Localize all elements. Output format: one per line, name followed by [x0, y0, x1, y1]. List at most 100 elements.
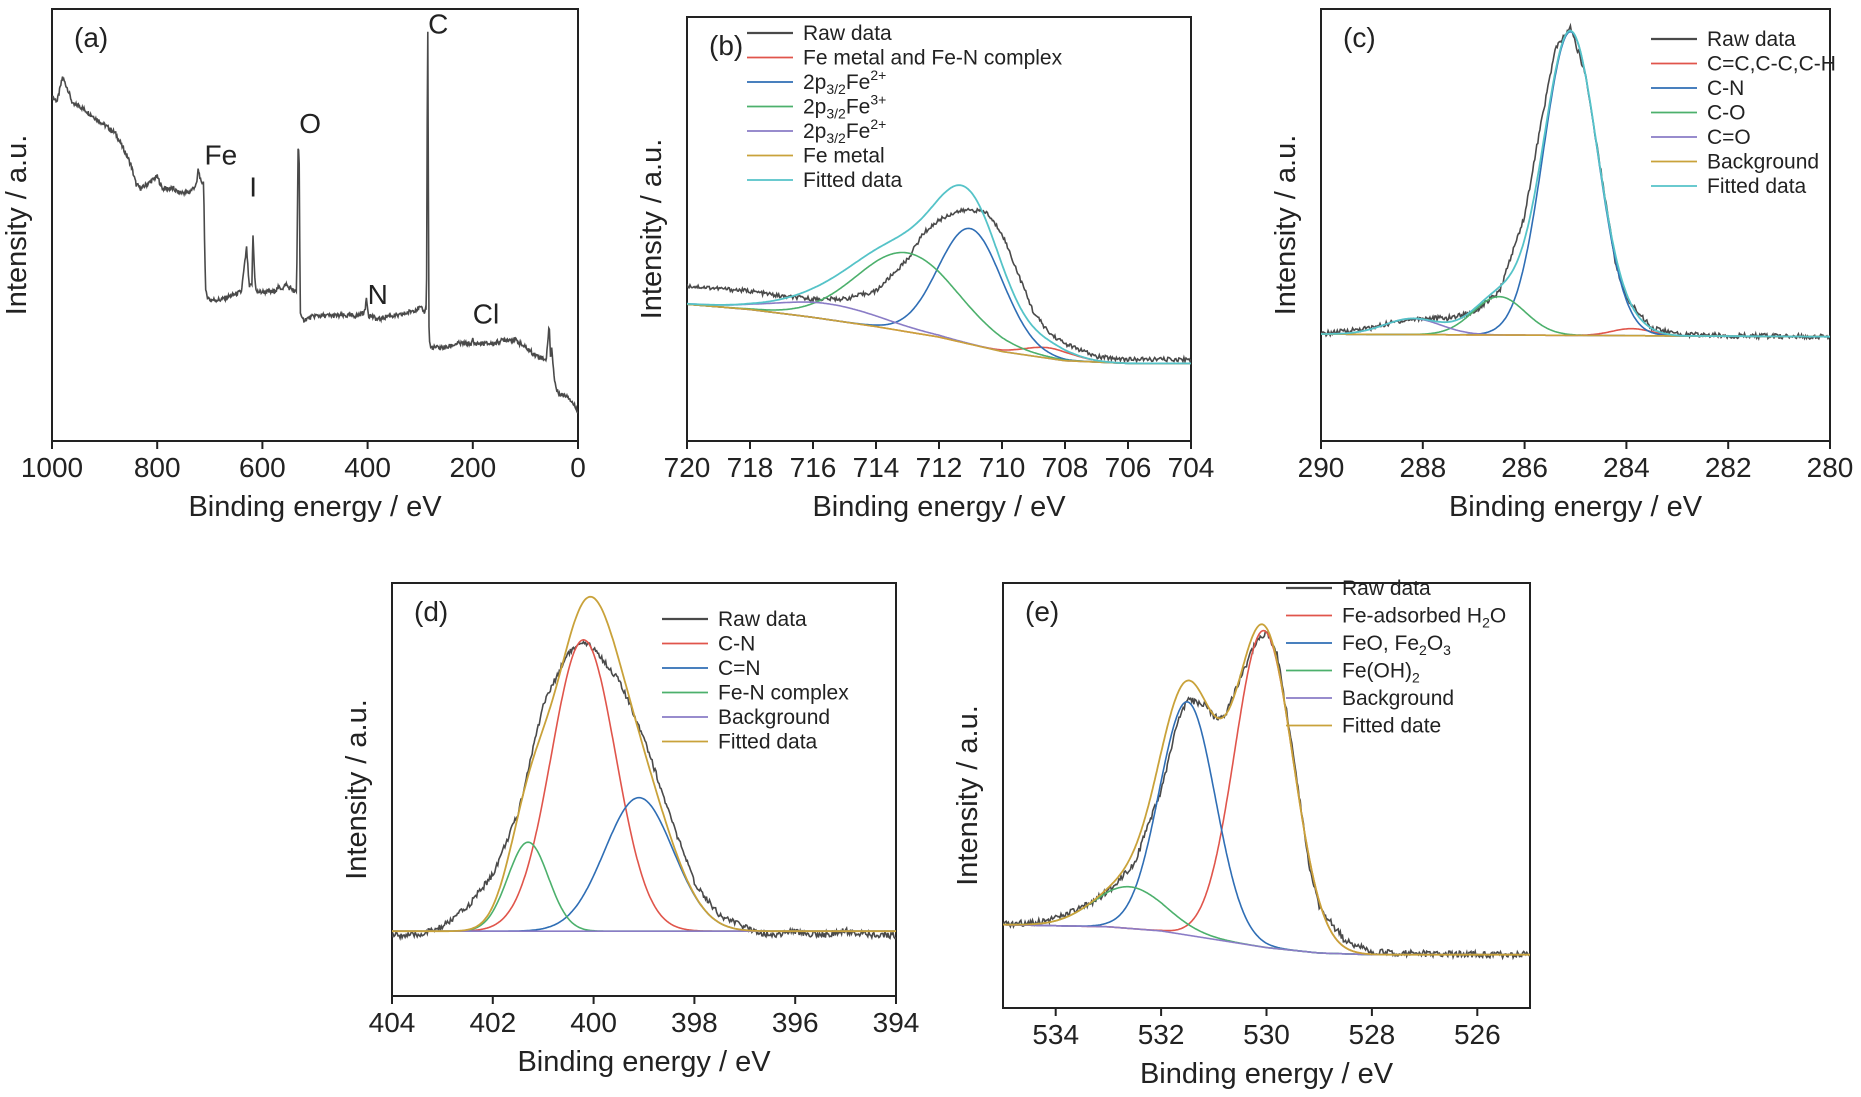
x-tick-label: 280	[1807, 452, 1854, 483]
legend-label: FeO, Fe2O3	[1342, 632, 1451, 658]
x-axis-label: Binding energy / eV	[188, 491, 442, 523]
x-tick-label: 714	[853, 452, 900, 483]
x-tick-label: 718	[727, 452, 774, 483]
x-tick-label: 288	[1399, 452, 1446, 483]
plot-frame	[51, 8, 579, 442]
x-tick-label: 290	[1298, 452, 1345, 483]
plot-frame	[1320, 8, 1831, 442]
plot-frame	[391, 582, 897, 997]
peak-label: I	[249, 171, 257, 202]
raw-data-line	[392, 639, 896, 942]
legend-label: Fitted data	[1707, 175, 1807, 198]
raw-data-line	[687, 207, 1191, 365]
survey-spectrum-line	[52, 31, 578, 414]
legend-label: C=N	[718, 657, 761, 680]
x-axis-label: Binding energy / eV	[1449, 491, 1703, 523]
panel-label: (d)	[414, 596, 448, 627]
legend: Raw dataC=C,C-C,C-HC-NC-OC=OBackgroundFi…	[1651, 28, 1836, 198]
x-tick-label: 530	[1243, 1019, 1290, 1050]
legend-label: Fe metal	[803, 145, 885, 168]
legend-label: Raw data	[718, 608, 807, 631]
x-tick-label: 396	[772, 1007, 819, 1038]
panel-label: (b)	[709, 30, 743, 61]
peak-label: C	[428, 9, 448, 40]
legend-label: Background	[1342, 687, 1454, 710]
x-tick-label: 710	[979, 452, 1026, 483]
legend-label: Fe metal and Fe-N complex	[803, 47, 1063, 70]
plot-area	[1321, 22, 1830, 341]
plot-area	[392, 595, 896, 942]
peak-label: Cl	[473, 299, 499, 330]
legend-label: Raw data	[803, 22, 892, 45]
x-tick-label: 532	[1138, 1019, 1185, 1050]
x-tick-label: 528	[1349, 1019, 1396, 1050]
legend-label: C=O	[1707, 126, 1751, 149]
x-tick-label: 286	[1501, 452, 1548, 483]
background-line	[687, 303, 1191, 365]
x-tick-label: 716	[790, 452, 837, 483]
panel-label: (c)	[1343, 22, 1376, 53]
legend-label: Raw data	[1707, 28, 1796, 51]
component-peak-line	[687, 251, 1191, 365]
x-tick-label: 800	[134, 452, 181, 483]
legend-label: Fitted date	[1342, 715, 1441, 738]
x-axis-label: Binding energy / eV	[812, 491, 1066, 523]
x-tick-label: 400	[344, 452, 391, 483]
legend-label: C=C,C-C,C-H	[1707, 53, 1836, 76]
x-tick-label: 282	[1705, 452, 1752, 483]
x-tick-label: 706	[1105, 452, 1152, 483]
legend-label: Fitted data	[718, 731, 818, 754]
fitted-line	[1003, 623, 1530, 956]
x-axis-label: Binding energy / eV	[517, 1046, 771, 1078]
peak-label: Fe	[205, 140, 238, 171]
x-tick-label: 600	[239, 452, 286, 483]
plot-area	[1003, 623, 1530, 961]
panel-label: (a)	[74, 22, 108, 53]
plot-frame	[686, 16, 1192, 442]
legend-label: Background	[718, 706, 830, 729]
legend-label: Fe-adsorbed H2O	[1342, 605, 1506, 631]
y-axis-label: Intensity / a.u.	[636, 139, 668, 320]
y-axis-label: Intensity / a.u.	[1270, 135, 1302, 316]
x-axis-label: Binding energy / eV	[1140, 1058, 1394, 1090]
legend-label: C-N	[1707, 77, 1744, 100]
x-tick-label: 284	[1603, 452, 1650, 483]
legend-label: 2p3/2Fe3+	[803, 92, 886, 122]
legend-label: 2p3/2Fe2+	[803, 67, 886, 97]
legend-label: Fe-N complex	[718, 682, 849, 705]
x-tick-label: 526	[1454, 1019, 1501, 1050]
panel-a: 1000 800 600 400 200 0 Binding energy / eV Inte…	[1, 8, 586, 523]
component-peak-line	[1003, 885, 1530, 956]
x-tick-label: 0	[570, 452, 586, 483]
x-tick-label: 708	[1042, 452, 1089, 483]
legend-label: C-O	[1707, 102, 1746, 125]
legend-label: 2p3/2Fe2+	[803, 116, 886, 146]
component-peak-line	[1321, 295, 1830, 338]
peak-label: O	[299, 108, 321, 139]
x-tick-label: 400	[570, 1007, 617, 1038]
component-peak-line	[1003, 701, 1530, 956]
plot-area	[687, 184, 1191, 365]
x-tick-label: 1000	[21, 452, 83, 483]
legend-label: Fe(OH)2	[1342, 660, 1420, 686]
x-tick-label: 534	[1032, 1019, 1079, 1050]
fitted-line	[687, 184, 1191, 365]
x-tick-label: 398	[671, 1007, 718, 1038]
panel-label: (e)	[1025, 596, 1059, 627]
x-tick-label: 200	[449, 452, 496, 483]
legend-label: Raw data	[1342, 577, 1431, 600]
y-axis-label: Intensity / a.u.	[341, 699, 373, 880]
component-peak-line	[392, 841, 896, 932]
panel-d: 404 402 400 398 396 394 Binding energy / eV Int…	[341, 582, 919, 1078]
fitted-line	[1321, 29, 1830, 338]
panel-c: 290 288 286 284 282 280 Binding energy / eV Int…	[1270, 8, 1854, 523]
x-tick-label: 720	[664, 452, 711, 483]
panel-e: 534 532 530 528 526 Binding energy / eV Intens…	[952, 577, 1531, 1090]
legend-label: Fitted data	[803, 169, 903, 192]
legend-label: Background	[1707, 151, 1819, 174]
panel-b: 720 718 716 714 712 710 708 706 704 Binding energ…	[636, 16, 1214, 523]
